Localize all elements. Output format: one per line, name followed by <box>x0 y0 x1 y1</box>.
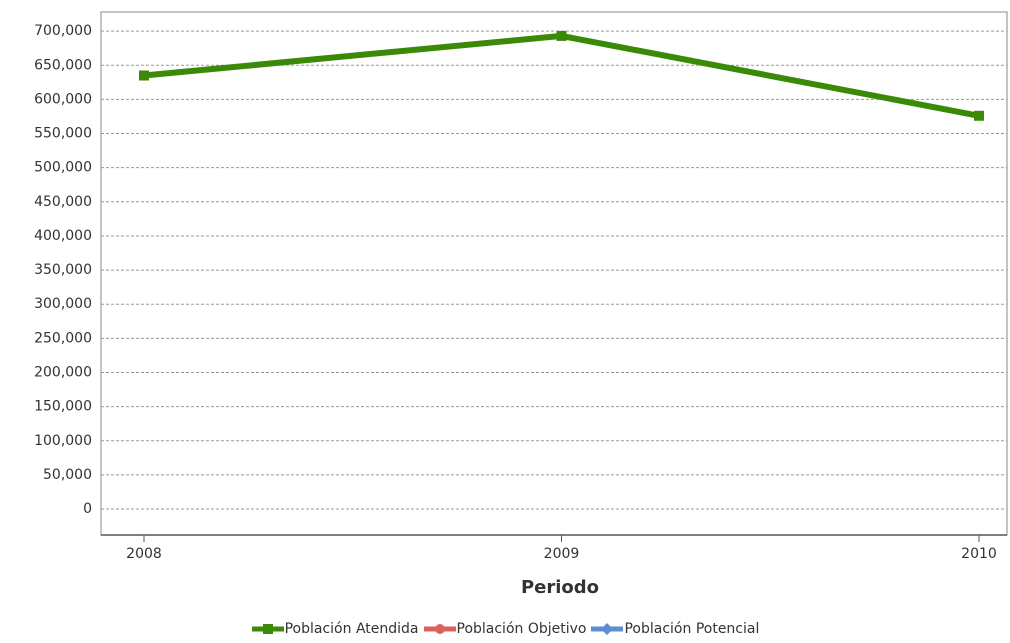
x-tick-label: 2010 <box>961 546 997 562</box>
y-tick-label: 450,000 <box>34 194 92 210</box>
y-tick-label: 600,000 <box>34 91 92 107</box>
plot-frame <box>100 11 1008 536</box>
y-tick-label: 700,000 <box>34 23 92 39</box>
legend-swatch <box>591 623 624 635</box>
legend-item[interactable]: Población Objetivo <box>423 621 587 637</box>
y-tick-label: 50,000 <box>43 467 92 483</box>
y-tick-label: 0 <box>83 501 92 517</box>
y-tick-label: 400,000 <box>34 228 92 244</box>
legend-label: Población Objetivo <box>456 621 587 637</box>
y-tick-label: 150,000 <box>34 399 92 415</box>
y-tick-label: 500,000 <box>34 160 92 176</box>
y-tick-label: 200,000 <box>34 365 92 381</box>
x-axis-title: Periodo <box>521 577 599 598</box>
x-tick-label: 2009 <box>544 546 580 562</box>
legend-label: Población Atendida <box>284 621 419 637</box>
marker <box>139 70 149 81</box>
y-tick-label: 650,000 <box>34 57 92 73</box>
legend-item[interactable]: Población Potencial <box>590 621 759 637</box>
y-tick-label: 300,000 <box>34 296 92 312</box>
series-line <box>143 32 980 119</box>
legend: Población Atendida Población Objetivo Pobl… <box>0 621 1010 637</box>
y-tick-label: 550,000 <box>34 126 92 142</box>
marker <box>601 623 614 635</box>
legend-item[interactable]: Población Atendida <box>251 621 419 637</box>
marker <box>434 624 445 634</box>
chart: Periodo 0 50,000 100,000 150,000 200,000 250,… <box>34 11 1008 598</box>
legend-swatch <box>251 624 284 634</box>
y-tick-label: 250,000 <box>34 330 92 346</box>
y-tick-label: 350,000 <box>34 262 92 278</box>
legend-swatch <box>423 624 456 634</box>
marker <box>556 30 567 41</box>
legend-label: Población Potencial <box>624 621 760 637</box>
x-tick-label: 2008 <box>126 546 162 562</box>
marker <box>974 110 984 121</box>
y-tick-label: 100,000 <box>34 433 92 449</box>
marker <box>262 624 273 634</box>
